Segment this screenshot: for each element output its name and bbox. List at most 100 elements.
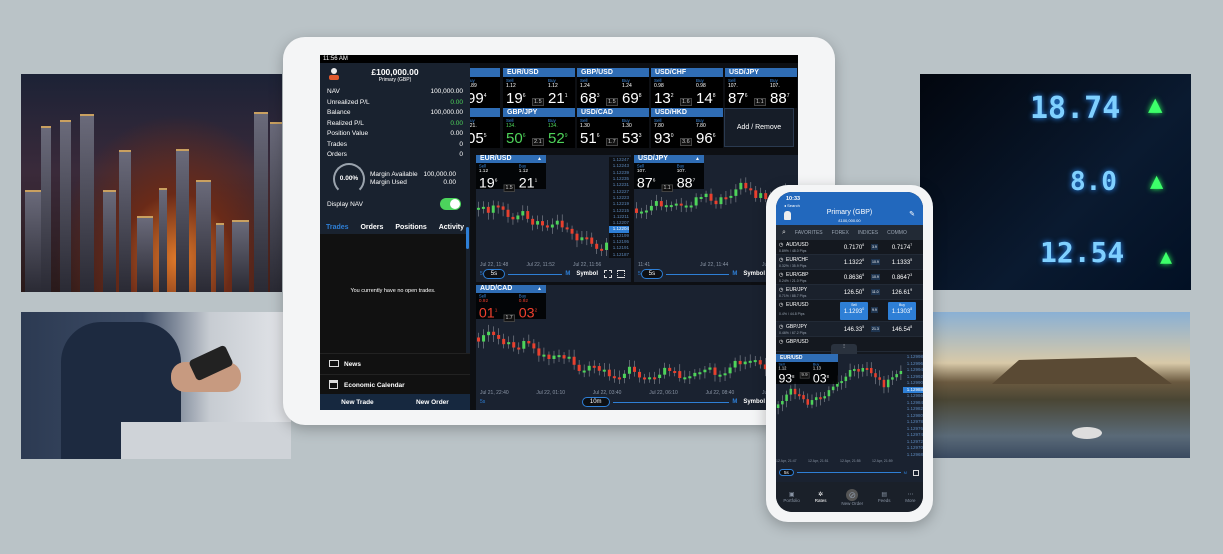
fullscreen-icon[interactable] bbox=[913, 469, 919, 476]
rate-tile-eur-usd[interactable]: EUR/USD Sell 1.12 196 Buy 1.12 211 1.5 bbox=[503, 68, 575, 108]
buy-quote[interactable]: Buy 1.12 211 bbox=[545, 77, 575, 108]
rate-row-eur-chf[interactable]: ◷ EUR/CHF 0.32% / 35.9 Pips 1.13226 1.13335 1… bbox=[776, 255, 923, 270]
sell-quote[interactable]: Sell 1.24 683 bbox=[577, 77, 607, 108]
slider-track[interactable] bbox=[666, 273, 730, 275]
tab-activity[interactable]: Activity bbox=[438, 224, 465, 231]
rate-tile-usd-chf[interactable]: USD/CHF Sell 0.98 132 Buy 0.98 148 1.6 bbox=[651, 68, 723, 108]
buy-quote[interactable]: Buy121.055 bbox=[470, 117, 494, 148]
news-link[interactable]: News bbox=[320, 353, 470, 374]
avatar-icon[interactable] bbox=[329, 68, 339, 81]
symbol-button[interactable]: Symbol bbox=[576, 271, 598, 277]
nav-feeds[interactable]: ▤ Feeds bbox=[878, 491, 891, 503]
buy-quote[interactable]: Buy 1.24 698 bbox=[619, 77, 649, 108]
rate-tile[interactable]: Buy121.055 bbox=[470, 108, 500, 148]
timeframe-handle[interactable]: 5s bbox=[640, 269, 664, 279]
sell-quote[interactable]: Sell 134. 506 bbox=[503, 117, 533, 148]
rate-tile-usd-hkd[interactable]: USD/HKD Sell 7.80 930 Buy 7.80 966 3.6 bbox=[651, 108, 723, 148]
scrollbar[interactable] bbox=[466, 227, 469, 249]
rate-row-gbp-jpy[interactable]: ◷ GBP/JPY 0.46% / 67.2 Pips 146.335 146.548 2… bbox=[776, 322, 923, 337]
tab-orders[interactable]: Orders bbox=[360, 224, 384, 231]
economic-calendar-link[interactable]: Economic Calendar bbox=[320, 374, 470, 394]
timeframe-slider[interactable]: 5 5s M Symbol bbox=[480, 269, 625, 279]
buy-price-button[interactable]: 0.71747 bbox=[888, 243, 916, 251]
buy-price-button[interactable]: 0.86473 bbox=[888, 273, 916, 281]
buy-quote[interactable]: Buy 0.92 032 bbox=[516, 293, 545, 322]
sell-price-button[interactable]: 1.13226 bbox=[840, 258, 868, 266]
collapse-icon[interactable]: ▲ bbox=[537, 156, 542, 162]
buy-price-button[interactable]: 126.619 bbox=[888, 288, 916, 296]
slider-track[interactable] bbox=[508, 273, 563, 275]
phone-tab-commo[interactable]: COMMO bbox=[887, 229, 907, 236]
buy-quote[interactable]: Buy 1.13 038 bbox=[810, 361, 835, 386]
buy-quote[interactable]: Buy 1.30 533 bbox=[619, 117, 649, 148]
symbol-button[interactable]: Symbol bbox=[743, 399, 765, 405]
chart-aud-cad[interactable]: AUD/CAD ▲ Sell 0.92 011 Buy 0.92 032 1.7 Jul 21, … bbox=[476, 285, 798, 410]
phone-tab-favorites[interactable]: FAVORITES bbox=[794, 229, 823, 236]
nav-briefcase[interactable]: ▣ Portfolio bbox=[783, 491, 800, 503]
phone-chart[interactable]: ⫶ 1.12998 1.12996 1.12994 1.12992 1.12990 1.12… bbox=[776, 344, 923, 482]
buy-quote[interactable]: Buy 0.98 148 bbox=[693, 77, 723, 108]
rate-row-eur-jpy[interactable]: ◷ EUR/JPY 0.71% / 88.7 Pips 126.509 126.619 1… bbox=[776, 285, 923, 300]
nav-more[interactable]: ⋯ More bbox=[905, 491, 915, 503]
rate-tile-usd-jpy[interactable]: USD/JPY Sell 107. 876 Buy 107. 887 1.1 bbox=[725, 68, 797, 108]
chart-type-icon[interactable]: ⫶ bbox=[831, 344, 857, 354]
rate-row-eur-gbp[interactable]: ◷ EUR/GBP 0.24% / 21.0 Pips 0.86366 0.86473 1… bbox=[776, 270, 923, 285]
timeframe-handle[interactable]: 10m bbox=[581, 397, 610, 407]
display-nav-toggle[interactable] bbox=[440, 198, 461, 210]
chart-pair-selector[interactable]: EUR/USD bbox=[776, 354, 838, 362]
buy-quote[interactable]: Buy 134. 529 bbox=[545, 117, 575, 148]
sell-price-button[interactable]: 0.86366 bbox=[840, 273, 868, 281]
timeframe-handle[interactable]: 5s bbox=[482, 269, 506, 279]
chart-pair-selector[interactable]: EUR/USD ▲ bbox=[476, 155, 546, 163]
tab-positions[interactable]: Positions bbox=[395, 224, 427, 231]
sell-price-button[interactable]: 146.335 bbox=[840, 325, 868, 333]
edit-icon[interactable]: ✎ bbox=[909, 211, 915, 218]
sell-quote[interactable]: Sell 0.98 132 bbox=[651, 77, 681, 108]
rate-row-aud-usd[interactable]: ◷ AUD/USD 0.89% / 48.0 Pips 0.71706 0.71747 3… bbox=[776, 240, 923, 255]
buy-price-button[interactable]: Buy 1.13038 bbox=[888, 302, 916, 320]
sell-quote[interactable]: Sell 7.80 930 bbox=[651, 117, 681, 148]
rate-row-eur-usd[interactable]: ◷ EUR/USD 0.4% / 44.8 Pips Sell 1.12930 Buy 1.… bbox=[776, 300, 923, 322]
back-to-search-link[interactable]: ◂ Search bbox=[784, 203, 800, 208]
phone-tab-indices[interactable]: INDICES bbox=[857, 229, 879, 236]
sell-price-button[interactable]: 126.509 bbox=[840, 288, 868, 296]
slider-track[interactable] bbox=[796, 472, 901, 473]
collapse-icon[interactable]: ▲ bbox=[695, 156, 700, 162]
search-icon[interactable]: ⌕ bbox=[782, 228, 786, 236]
sell-price-button[interactable]: 0.71706 bbox=[840, 243, 868, 251]
crosshair-icon[interactable] bbox=[604, 270, 612, 278]
new-order-button[interactable]: New Order bbox=[415, 398, 449, 406]
fullscreen-icon[interactable] bbox=[617, 270, 625, 278]
nav-new-order[interactable]: ⊘ New Order bbox=[841, 488, 863, 506]
sell-quote[interactable]: Sell 1.12 196 bbox=[503, 77, 533, 108]
chart-pair-selector[interactable]: AUD/CAD ▲ bbox=[476, 285, 546, 293]
chart-eur-usd[interactable]: 1.12247 1.12243 1.12239 1.12235 1.12231 1.122… bbox=[476, 155, 631, 282]
tab-trades[interactable]: Trades bbox=[325, 224, 349, 231]
symbol-button[interactable]: Symbol bbox=[743, 271, 765, 277]
timeframe-slider[interactable]: 5s 10m M Symbol bbox=[480, 397, 792, 407]
rate-tile-gbp-jpy[interactable]: GBP/JPY Sell 134. 506 Buy 134. 529 2.1 bbox=[503, 108, 575, 148]
sell-quote[interactable]: Sell 1.12 196 bbox=[476, 163, 505, 192]
rate-tile-gbp-usd[interactable]: GBP/USD Sell 1.24 683 Buy 1.24 698 1.5 bbox=[577, 68, 649, 108]
sell-quote[interactable]: Sell 107. 876 bbox=[725, 77, 755, 108]
buy-quote[interactable]: Buy 7.80 966 bbox=[693, 117, 723, 148]
buy-price-button[interactable]: 146.548 bbox=[888, 325, 916, 333]
timeframe-slider[interactable]: 5s M bbox=[779, 469, 919, 476]
avatar-icon[interactable] bbox=[784, 211, 791, 220]
slider-track[interactable] bbox=[612, 401, 730, 403]
rate-tile-usd-cad[interactable]: USD/CAD Sell 1.30 516 Buy 1.30 533 1.7 bbox=[577, 108, 649, 148]
sell-quote[interactable]: Sell 1.30 516 bbox=[577, 117, 607, 148]
buy-quote[interactable]: Buy 107. 887 bbox=[767, 77, 797, 108]
add-remove-button[interactable]: Add / Remove bbox=[724, 108, 794, 147]
sell-price-button[interactable]: Sell 1.12930 bbox=[840, 302, 868, 320]
nav-rates[interactable]: ✲ Rates bbox=[815, 491, 827, 503]
timeframe-handle[interactable]: 5s bbox=[779, 469, 794, 476]
collapse-icon[interactable]: ▲ bbox=[537, 286, 542, 292]
sell-quote[interactable]: Sell 0.92 011 bbox=[476, 293, 505, 322]
buy-quote[interactable]: Buy 107. 887 bbox=[674, 163, 703, 192]
buy-price-button[interactable]: 1.13335 bbox=[888, 258, 916, 266]
chart-pair-selector[interactable]: USD/JPY ▲ bbox=[634, 155, 704, 163]
sell-quote[interactable]: Sell 1.12 938 bbox=[776, 361, 801, 386]
